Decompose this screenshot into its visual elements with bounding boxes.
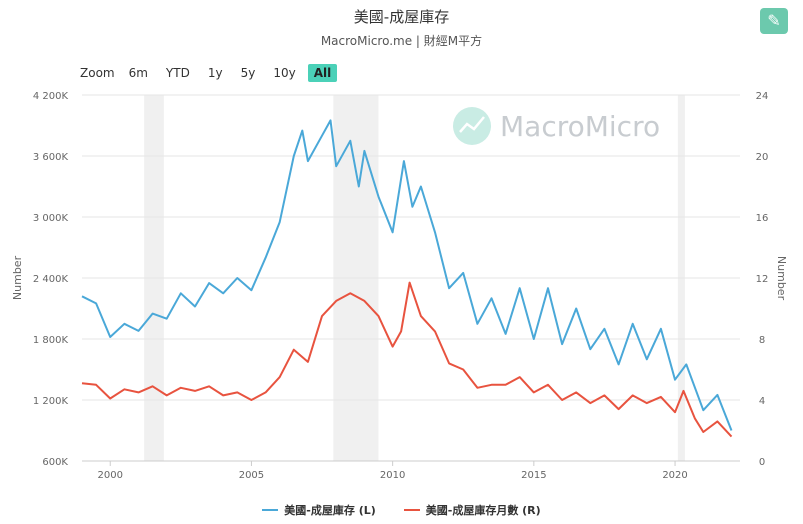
series-line-months-supply [81,281,733,438]
legend-swatch-blue [262,509,279,511]
range-10y-button[interactable]: 10y [273,66,296,80]
x-tick-label: 2010 [380,470,405,481]
left-tick-label: 1 200K [33,396,69,407]
pencil-icon[interactable]: ✎ [760,8,788,34]
legend-item-inventory[interactable]: 美國-成屋庫存 (L) [262,502,376,518]
legend: 美國-成屋庫存 (L) 美國-成屋庫存月數 (R) [0,502,803,518]
chart-subtitle: MacroMicro.me | 財經M平方 [320,34,483,48]
right-axis-label: Number [775,256,788,301]
right-tick-label: 0 [759,457,765,468]
x-tick-label: 2005 [239,470,264,481]
x-tick-label: 2015 [521,470,546,481]
left-tick-label: 2 400K [33,274,69,285]
x-tick-label: 2020 [662,470,687,481]
legend-swatch-red [403,509,420,511]
chart-logo-icon [453,107,491,145]
chart-logo-icon-line [459,116,485,133]
watermark-text: MacroMicro [500,110,660,143]
watermark: MacroMicro [453,107,660,145]
series-line-inventory [81,119,733,431]
range-5y-button[interactable]: 5y [240,66,256,80]
legend-label: 美國-成屋庫存 (L) [284,504,376,517]
right-tick-label: 20 [756,152,769,163]
left-tick-label: 600K [42,457,68,468]
range-1y-button[interactable]: 1y [207,66,223,80]
right-tick-label: 16 [756,213,769,224]
left-axis-label: Number [11,255,24,300]
range-selector: Zoom 6m YTD 1y 5y 10y All [80,62,343,84]
left-tick-label: 1 800K [33,335,69,346]
legend-item-months-supply[interactable]: 美國-成屋庫存月數 (R) [403,502,541,518]
range-6m-button[interactable]: 6m [128,66,148,80]
legend-label: 美國-成屋庫存月數 (R) [425,504,541,517]
chart-title: 美國-成屋庫存 [353,8,450,26]
range-ytd-button[interactable]: YTD [165,66,190,80]
x-tick-label: 2000 [98,470,123,481]
zoom-label: Zoom [80,66,115,80]
left-tick-label: 4 200K [33,91,69,102]
right-tick-label: 24 [756,91,769,102]
right-tick-label: 4 [759,396,765,407]
range-all-button[interactable]: All [307,64,338,82]
left-tick-label: 3 000K [33,213,69,224]
left-tick-label: 3 600K [33,152,69,163]
right-tick-label: 8 [759,335,765,346]
right-tick-label: 12 [756,274,769,285]
